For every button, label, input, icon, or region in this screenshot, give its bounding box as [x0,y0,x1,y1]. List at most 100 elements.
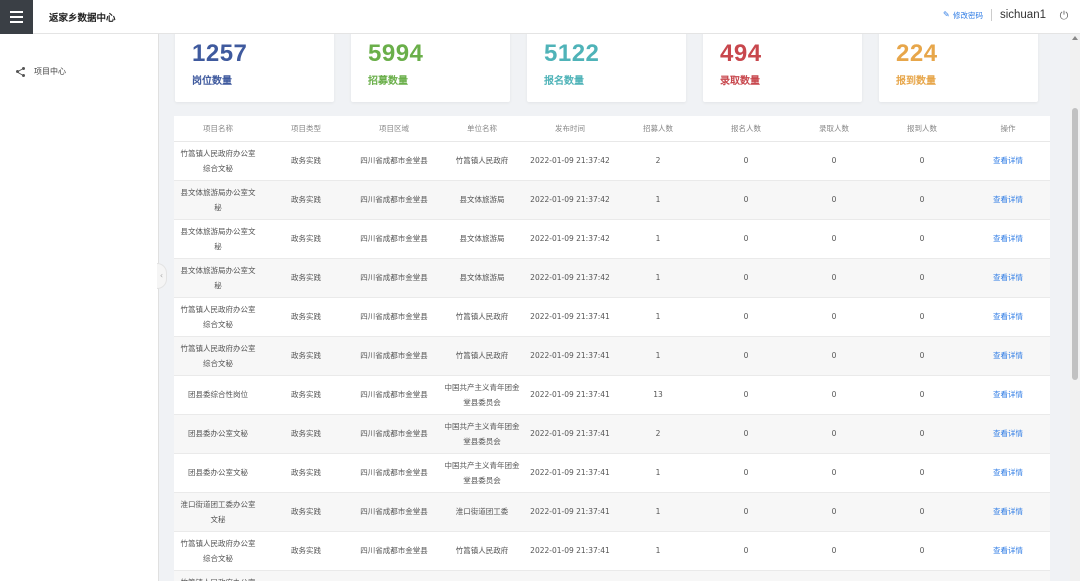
publish-time-cell: 2022-01-09 21:37:42 [526,180,614,220]
report-count-cell: 0 [878,375,966,415]
change-password-link[interactable]: ✎ 修改密码 [943,10,983,21]
apply-count-cell: 0 [702,492,790,532]
scroll-up-arrow-icon[interactable] [1072,36,1078,40]
change-password-label: 修改密码 [952,10,983,20]
sidebar-item-label: 项目中心 [34,67,66,76]
view-details-link[interactable]: 查看详情 [966,297,1050,337]
project-area-cell: 四川省成都市金堂县 [350,180,438,220]
admit-count-cell: 0 [790,375,878,415]
table-row: 竹篙镇人民政府办公室综合文秘政务实践四川省成都市金堂县竹篙镇人民政府2022-0… [174,570,1050,581]
project-area-cell: 四川省成都市金堂县 [350,141,438,181]
divider [990,9,992,21]
table-row: 团县委办公室文秘 政务实践 四川省成都市金堂县 中国共产主义青年团金堂县委员会 2022… [174,414,1050,454]
report-count-cell: 0 [878,141,966,181]
logout-power-icon[interactable]: ⏻ [1059,9,1069,22]
view-details-link[interactable]: 查看详情 [966,219,1050,259]
apply-count-cell: 0 [702,531,790,571]
report-count-cell: 0 [878,453,966,493]
recruit-count-cell: 1 [614,453,702,493]
view-details-link[interactable]: 查看详情 [966,570,1050,581]
view-details-link[interactable]: 查看详情 [966,375,1050,415]
view-details-link[interactable]: 查看详情 [966,336,1050,376]
report-count-cell: 0 [878,180,966,220]
page-scrollbar[interactable] [1070,34,1080,581]
publish-time-cell: 2022-01-09 21:37:41 [526,531,614,571]
project-table-wrapper: 项目名称 项目类型 项目区域 单位名称 发布时间 招募人数 报名人数 录取人数 … [174,116,1050,581]
publish-time-cell: 2022-01-09 21:37:41 [526,570,614,581]
scrollbar-thumb[interactable] [1072,108,1078,380]
publish-time-cell: 2022-01-09 21:37:41 [526,297,614,337]
stat-value: 494 [720,40,762,67]
admit-count-cell: 0 [790,570,878,581]
stat-card-report: 224 报到数量 [879,34,1038,102]
column-header: 录取人数 [790,116,878,142]
admit-count-cell: 0 [790,492,878,532]
stat-label: 招募数量 [368,76,408,87]
stat-card-admit: 494 录取数量 [703,34,862,102]
recruit-count-cell: 1 [614,492,702,532]
report-count-cell: 0 [878,570,966,581]
apply-count-cell: 0 [702,375,790,415]
project-area-cell: 四川省成都市金堂县 [350,414,438,454]
recruit-count-cell: 1 [614,258,702,298]
admit-count-cell: 0 [790,531,878,571]
unit-name-cell: 竹篙镇人民政府 [438,570,526,581]
admit-count-cell: 0 [790,219,878,259]
stats-cards: 1257 岗位数量 5994 招募数量 5122 报名数量 494 录取数量 2… [175,34,1055,104]
view-details-link[interactable]: 查看详情 [966,531,1050,571]
project-name-cell: 团县委办公室文秘 [174,414,262,454]
column-header: 招募人数 [614,116,702,142]
project-area-cell: 四川省成都市金堂县 [350,531,438,571]
stat-label: 岗位数量 [192,76,232,87]
unit-name-cell: 中国共产主义青年团金堂县委员会 [438,453,526,493]
project-name-cell: 县文体旅游局办公室文秘 [174,219,262,259]
report-count-cell: 0 [878,414,966,454]
hamburger-menu-icon[interactable] [0,0,33,34]
view-details-link[interactable]: 查看详情 [966,258,1050,298]
publish-time-cell: 2022-01-09 21:37:42 [526,258,614,298]
table-row: 团县委办公室文秘 政务实践 四川省成都市金堂县 中国共产主义青年团金堂县委员会 2022… [174,453,1050,493]
username[interactable]: sichuan1 [999,9,1046,21]
project-name-cell: 团县委办公室文秘 [174,453,262,493]
project-area-cell: 四川省成都市金堂县 [350,258,438,298]
project-area-cell: 四川省成都市金堂县 [350,219,438,259]
share-icon [16,66,28,77]
recruit-count-cell: 2 [614,141,702,181]
sidebar-item-project-center[interactable]: 项目中心 [16,66,66,77]
column-header: 项目区域 [350,116,438,142]
view-details-link[interactable]: 查看详情 [966,414,1050,454]
view-details-link[interactable]: 查看详情 [966,453,1050,493]
app-title: 返家乡数据中心 [49,13,116,24]
report-count-cell: 0 [878,219,966,259]
publish-time-cell: 2022-01-09 21:37:41 [526,414,614,454]
column-header: 报名人数 [702,116,790,142]
publish-time-cell: 2022-01-09 21:37:41 [526,492,614,532]
top-bar: 返家乡数据中心 ✎ 修改密码 sichuan1 ⏻ [0,0,1080,34]
apply-count-cell: 0 [702,180,790,220]
column-header: 项目名称 [174,116,262,142]
table-header-row: 项目名称 项目类型 项目区域 单位名称 发布时间 招募人数 报名人数 录取人数 … [174,116,1050,142]
recruit-count-cell: 1 [614,180,702,220]
project-area-cell: 四川省成都市金堂县 [350,492,438,532]
view-details-link[interactable]: 查看详情 [966,180,1050,220]
apply-count-cell: 0 [702,258,790,298]
project-type-cell: 政务实践 [262,258,350,298]
unit-name-cell: 中国共产主义青年团金堂县委员会 [438,414,526,454]
table-row: 县文体旅游局办公室文秘 政务实践 四川省成都市金堂县 县文体旅游局 2022-01-09… [174,258,1050,298]
recruit-count-cell: 1 [614,531,702,571]
report-count-cell: 0 [878,297,966,337]
project-area-cell: 四川省成都市金堂县 [350,570,438,581]
view-details-link[interactable]: 查看详情 [966,141,1050,181]
admit-count-cell: 0 [790,141,878,181]
admit-count-cell: 0 [790,453,878,493]
publish-time-cell: 2022-01-09 21:37:41 [526,375,614,415]
view-details-link[interactable]: 查看详情 [966,492,1050,532]
publish-time-cell: 2022-01-09 21:37:41 [526,453,614,493]
project-type-cell: 政务实践 [262,336,350,376]
unit-name-cell: 竹篙镇人民政府 [438,141,526,181]
recruit-count-cell: 1 [614,219,702,259]
unit-name-cell: 淮口街道团工委 [438,492,526,532]
